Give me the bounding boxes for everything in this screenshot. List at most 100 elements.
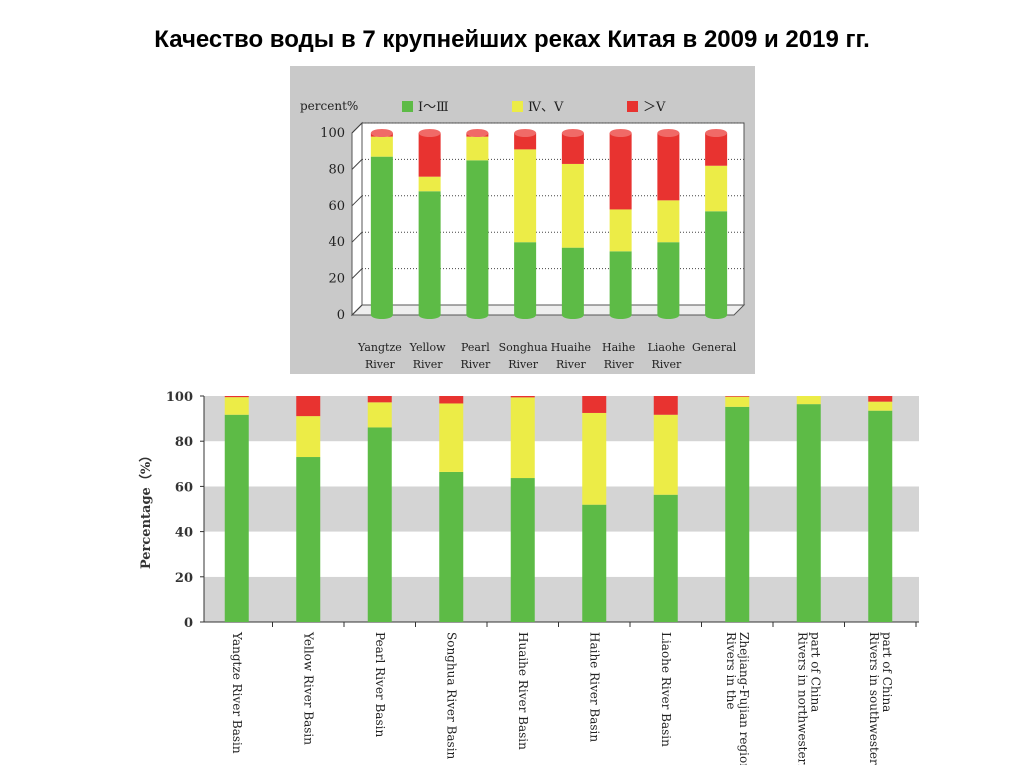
gridline-side (351, 159, 363, 170)
bar-stack (609, 129, 632, 319)
bar-segment (370, 136, 393, 157)
x-tick-label: River (556, 358, 587, 371)
bar-bottom-cap (561, 311, 584, 319)
x-tick-label: Rivers in southwestern (867, 632, 881, 765)
bar-segment (466, 160, 489, 315)
x-tick-label: River (508, 358, 539, 371)
bar-segment (705, 165, 728, 212)
bar-stack (582, 396, 607, 622)
x-tick-label: Liaohe (648, 341, 686, 354)
x-tick-label: Pearl River Basin (373, 632, 387, 737)
x-tick-label: River (365, 358, 396, 371)
x-tick-label: Haihe River Basin (587, 632, 601, 742)
chart-2019: 0 20 40 60 80 100 Percentage（%） Yangtze River B… (138, 390, 919, 770)
x-tick-label: Rivers in the (724, 632, 738, 710)
x-tick-label: Yellow (409, 341, 446, 354)
x-tick-label: Pearl (461, 341, 490, 354)
x-tick-label: Yangtze River Basin (230, 631, 244, 754)
bar-segment (653, 396, 678, 415)
bar-segment (514, 242, 537, 315)
bar-segment (705, 133, 728, 166)
x-tick-label: Huaihe River Basin (516, 632, 530, 750)
bar-segment (582, 396, 607, 413)
bar-segment (657, 242, 680, 315)
gridline-side (351, 304, 363, 316)
bar-top-cap (705, 129, 728, 137)
y-tick-label: 80 (328, 162, 345, 177)
bar-stack (370, 129, 393, 319)
bar-stack (725, 396, 750, 622)
legend-swatch (627, 101, 638, 112)
y-tick-label: 0 (184, 616, 193, 631)
chart-2019-panel: 0 20 40 60 80 100 Percentage（%） Yangtze River B… (132, 380, 932, 770)
bar-top-cap (418, 129, 441, 137)
bar-bottom-cap (705, 311, 728, 319)
y-tick-label: 20 (328, 272, 345, 287)
y-tick-label: 100 (320, 126, 345, 141)
bar-stack (439, 396, 464, 622)
y-tick-label: 60 (328, 199, 345, 214)
bar-segment (657, 200, 680, 243)
bar-segment (418, 191, 441, 315)
bar-segment (367, 396, 392, 403)
bar-stack (657, 129, 680, 319)
bar-segment (657, 133, 680, 201)
slide-title: Качество воды в 7 крупнейших реках Китая… (154, 26, 870, 53)
bar-bottom-cap (370, 311, 393, 319)
x-tick-label: Yellow River Basin (301, 631, 315, 745)
x-tick-label: part of China (880, 632, 894, 712)
bar-segment (796, 404, 821, 622)
bar-stack (224, 396, 249, 622)
legend-label: Ⅳ、Ⅴ (528, 100, 564, 115)
bar-segment (514, 149, 537, 243)
x-tick-label: Huaihe (551, 341, 591, 354)
x-tick-label: Yangtze (357, 341, 402, 354)
bar-segment (296, 396, 321, 417)
x-tick-label: River (604, 358, 635, 371)
bar-segment (609, 133, 632, 210)
bar-bottom-cap (657, 311, 680, 319)
y-tick-label: 0 (337, 308, 345, 323)
bar-segment (653, 494, 678, 622)
x-tick-label: Songhua (499, 341, 548, 354)
x-tick-label: part of China (808, 632, 822, 712)
bar-segment (796, 396, 821, 405)
bar-bottom-cap (418, 311, 441, 319)
x-tick-label: River (651, 358, 682, 371)
legend-label: Ⅰ～Ⅲ (418, 100, 449, 115)
bar-segment (582, 412, 607, 505)
bar-top-cap (514, 129, 537, 137)
bar-segment (868, 410, 893, 622)
bar-bottom-cap (466, 311, 489, 319)
chart-2009: 0 20 40 60 80 100 percent% Ⅰ～Ⅲ Ⅳ、Ⅴ ＞Ⅴ Yangtze River… (300, 99, 746, 371)
bar-stack (514, 129, 537, 319)
bar-segment (370, 156, 393, 315)
gridline-side (351, 231, 363, 243)
gridline-side (351, 122, 363, 134)
bar-segment (725, 396, 750, 407)
chart-2009-panel: 0 20 40 60 80 100 percent% Ⅰ～Ⅲ Ⅳ、Ⅴ ＞Ⅴ Yangtze River… (290, 66, 755, 374)
x-tick-label: River (413, 358, 444, 371)
bar-stack (418, 129, 441, 319)
bar-segment (653, 414, 678, 495)
x-tick-label: Zhejiang-Fujian region (737, 632, 751, 765)
bar-segment (439, 396, 464, 404)
bar-segment (439, 403, 464, 472)
legend-label: ＞Ⅴ (643, 100, 666, 115)
bar-stack (868, 396, 893, 622)
bar-segment (609, 209, 632, 252)
bar-stack (296, 396, 321, 622)
legend-swatch (512, 101, 523, 112)
bar-segment (510, 397, 535, 479)
bar-stack (466, 129, 489, 319)
plot-side-wall (351, 121, 363, 317)
bar-segment (705, 211, 728, 315)
bar-segment (561, 247, 584, 315)
bar-segment (868, 396, 893, 402)
x-tick-label: Songhua River Basin (444, 632, 458, 760)
bar-segment (224, 396, 249, 398)
bar-top-cap (561, 129, 584, 137)
bar-segment (367, 402, 392, 428)
bar-segment (367, 427, 392, 622)
y-axis-label: percent% (300, 99, 358, 113)
